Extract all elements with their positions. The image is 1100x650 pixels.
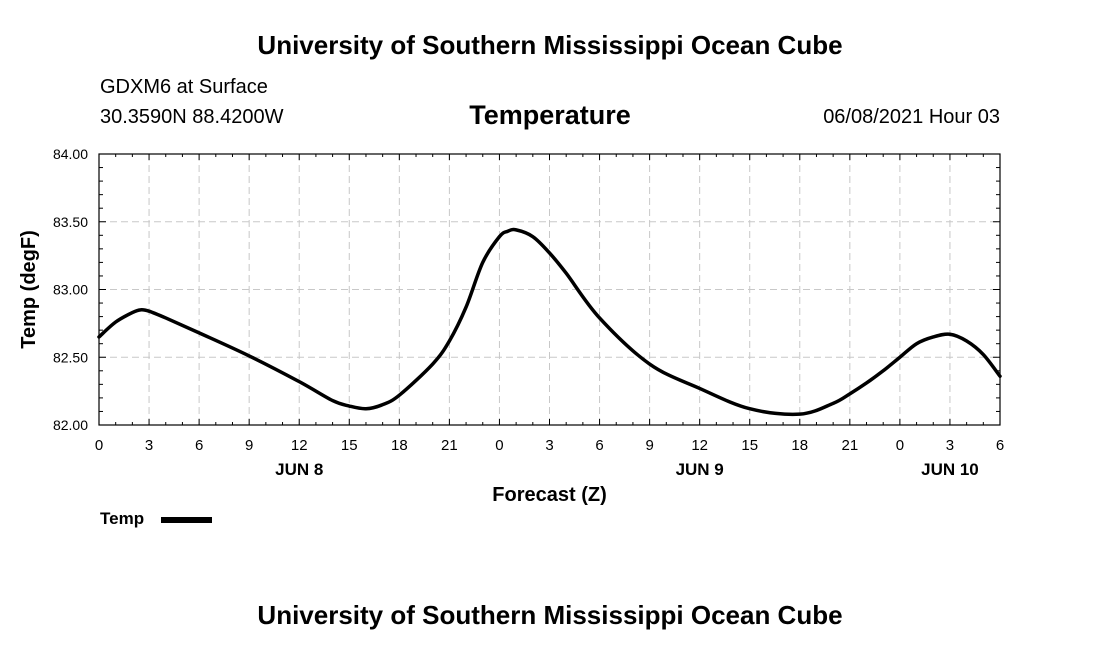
grid-lines [99, 154, 1000, 425]
x-tick-label: 3 [145, 437, 153, 454]
y-tick-label: 83.00 [53, 282, 88, 298]
x-tick-label: 15 [741, 437, 758, 454]
x-tick-label: 6 [996, 437, 1004, 454]
y-tick-label: 82.00 [53, 417, 88, 433]
series-line-temp [97, 227, 1002, 417]
y-tick-label: 83.50 [53, 214, 88, 230]
x-date-label: JUN 8 [275, 460, 323, 479]
legend-swatch [161, 517, 212, 523]
y-axis-label: Temp (degF) [18, 230, 40, 349]
x-tick-label: 6 [195, 437, 203, 454]
x-tick-label: 9 [245, 437, 253, 454]
x-tick-label: 18 [391, 437, 408, 454]
x-date-label: JUN 9 [676, 460, 724, 479]
y-tick-label: 82.50 [53, 349, 88, 365]
x-tick-label: 0 [95, 437, 103, 454]
x-axis-label: Forecast (Z) [492, 484, 606, 506]
x-tick-label: 0 [495, 437, 503, 454]
x-tick-label: 3 [545, 437, 553, 454]
x-tick-label: 9 [645, 437, 653, 454]
y-tick-label: 84.00 [53, 146, 88, 162]
x-tick-label: 18 [791, 437, 808, 454]
legend-label: Temp [100, 509, 145, 528]
x-tick-label: 15 [341, 437, 358, 454]
x-tick-label: 12 [291, 437, 308, 454]
chart-header-title: University of Southern Mississippi Ocean… [257, 30, 843, 60]
chart-title: Temperature [469, 100, 631, 130]
x-tick-label: 21 [841, 437, 858, 454]
x-tick-label: 6 [595, 437, 603, 454]
timestamp-label: 06/08/2021 Hour 03 [823, 106, 1000, 128]
x-tick-label: 12 [691, 437, 708, 454]
x-tick-label: 0 [896, 437, 904, 454]
station-label: GDXM6 at Surface [100, 76, 268, 98]
x-date-label: JUN 10 [921, 460, 979, 479]
x-tick-label: 3 [946, 437, 954, 454]
coordinates-label: 30.3590N 88.4200W [100, 106, 284, 128]
x-tick-label: 21 [441, 437, 458, 454]
chart-footer-title: University of Southern Mississippi Ocean… [257, 600, 843, 630]
